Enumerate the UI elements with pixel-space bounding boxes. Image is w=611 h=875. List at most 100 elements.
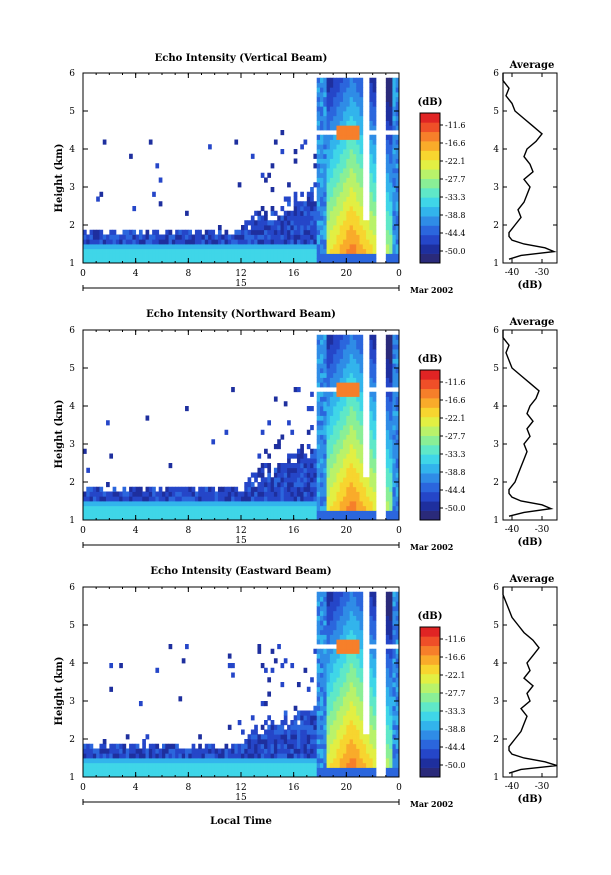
colorbar-swatch [420, 150, 440, 161]
heatmap-cell [135, 748, 140, 754]
heatmap-cell [326, 144, 331, 150]
heatmap-cell [310, 253, 314, 259]
heatmap-cell [178, 515, 183, 521]
heatmap-cell [339, 229, 344, 235]
heatmap-cell [362, 739, 367, 745]
heatmap-cell [260, 486, 265, 492]
heatmap-cell [349, 482, 354, 488]
heatmap-cell [316, 472, 321, 478]
heatmap-cell [168, 486, 173, 492]
date-month-year: Mar 2002 [410, 542, 453, 552]
heatmap-cell [323, 144, 327, 150]
heatmap-cell [336, 639, 341, 645]
heatmap-cell [175, 234, 179, 240]
heatmap-cell [356, 453, 360, 459]
heatmap-cell [138, 767, 143, 773]
heatmap-cell [303, 472, 308, 478]
heatmap-cell [257, 234, 262, 240]
heatmap-cell [323, 696, 327, 702]
heatmap-cell [336, 163, 341, 169]
heatmap-cell [290, 229, 295, 235]
heatmap-cell [227, 505, 232, 511]
heatmap-cell [296, 201, 301, 207]
heatmap-cell [359, 372, 364, 378]
heatmap-cell [300, 748, 304, 754]
heatmap-cell [162, 239, 166, 245]
heatmap-cell [372, 187, 377, 193]
heatmap-cell [369, 220, 374, 226]
heatmap-cell [109, 234, 114, 240]
heatmap-cell [283, 748, 288, 754]
heatmap-cell [395, 358, 400, 364]
heatmap-cell [333, 477, 337, 483]
heatmap-cell [231, 515, 235, 521]
heatmap-cell [198, 491, 202, 497]
heatmap-cell [356, 596, 360, 602]
heatmap-cell [214, 258, 219, 264]
heatmap-cell [336, 96, 341, 102]
heatmap-cell [267, 220, 272, 226]
heatmap-cell [329, 491, 334, 497]
heatmap-cell [385, 677, 390, 683]
heatmap-cell [224, 244, 229, 250]
profile-y-tick-label: 3 [493, 697, 499, 707]
heatmap-cell [346, 410, 351, 416]
heatmap-cell [323, 339, 327, 345]
heatmap-cell [333, 705, 337, 711]
heatmap-cell [204, 496, 209, 502]
heatmap-cell [359, 467, 364, 473]
heatmap-cell [178, 234, 183, 240]
heatmap-cell [395, 629, 400, 635]
heatmap-cell [372, 629, 377, 635]
heatmap-cell [247, 743, 252, 749]
heatmap-cell [102, 743, 107, 749]
heatmap-cell [372, 434, 377, 440]
heatmap-cell [293, 724, 298, 730]
heatmap-cell [395, 87, 400, 93]
heatmap-cell [296, 491, 301, 497]
heatmap-cell [385, 215, 390, 221]
heatmap-cell [92, 753, 97, 759]
heatmap-cell [346, 111, 351, 117]
heatmap-cell [329, 658, 334, 664]
heatmap-cell [343, 453, 347, 459]
heatmap-cell [369, 705, 374, 711]
heatmap-cell [346, 767, 351, 773]
heatmap-cell [264, 758, 268, 764]
colorbar-label: -11.6 [445, 378, 466, 387]
heatmap-cell [329, 663, 334, 669]
heatmap-cell [329, 448, 334, 454]
heatmap-cell [359, 111, 364, 117]
heatmap-cell [329, 377, 334, 383]
heatmap-cell [125, 515, 130, 521]
heatmap-cell [326, 396, 331, 402]
heatmap-cell [257, 743, 262, 749]
heatmap-cell [283, 463, 288, 469]
colorbar-title: (dB) [418, 611, 443, 622]
heatmap-cell [303, 477, 308, 483]
heatmap-cell [270, 505, 275, 511]
heatmap-cell [352, 743, 357, 749]
heatmap-cell [395, 653, 400, 659]
heatmap-cell [359, 439, 364, 445]
heatmap-cell [385, 648, 390, 654]
heatmap-cell [198, 767, 202, 773]
heatmap-cell [333, 191, 337, 197]
heatmap-cell [303, 486, 308, 492]
heatmap-cell [336, 258, 341, 264]
heatmap-cell [300, 225, 304, 231]
heatmap-cell [316, 696, 321, 702]
heatmap-cell [270, 491, 275, 497]
heatmap-cell [181, 244, 186, 250]
profile-x-label: (dB) [518, 280, 543, 291]
heatmap-cell [306, 248, 311, 254]
heatmap-cell [385, 615, 390, 621]
heatmap-cell [372, 396, 377, 402]
heatmap-cell [389, 420, 393, 426]
heatmap-cell [323, 724, 327, 730]
heatmap-cell [326, 82, 331, 88]
heatmap-cell [329, 363, 334, 369]
heatmap-cell [372, 672, 377, 678]
heatmap-cell [389, 658, 393, 664]
heatmap-cell [112, 743, 117, 749]
